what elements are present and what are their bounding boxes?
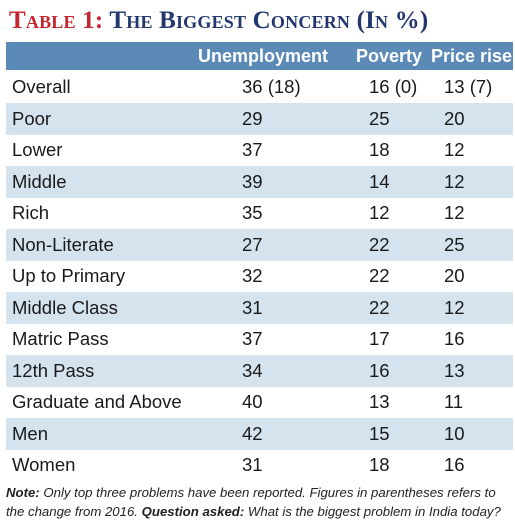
cell-poverty: 13 [369, 391, 390, 413]
cell-price-rise: 12 [444, 139, 465, 161]
cell-poverty: 14 [369, 170, 390, 192]
table-number: Table 1: [9, 7, 104, 34]
cell-unemployment: 35 [242, 202, 263, 224]
cell-price-rise: 12 [444, 202, 465, 224]
cell-price-rise: 20 [444, 265, 465, 287]
cell-price-rise: 11 [444, 391, 464, 413]
table-row: Non-Literate 27 22 25 [6, 229, 513, 261]
cell-unemployment: 42 [242, 422, 263, 444]
question-text: What is the biggest problem in India tod… [247, 504, 501, 519]
cell-price-rise: 12 [444, 296, 465, 318]
table-row: Rich 35 12 12 [6, 198, 513, 230]
row-label: Graduate and Above [12, 391, 182, 413]
cell-price-rise: 10 [444, 422, 465, 444]
question-label: Question asked: [141, 504, 245, 519]
table-title: Table 1: The Biggest Concern (In %) [9, 4, 509, 38]
table-row: 12th Pass 34 16 13 [6, 355, 513, 387]
cell-unemployment: 27 [242, 233, 263, 255]
cell-poverty: 12 [369, 202, 390, 224]
table-title-text: The Biggest Concern (In %) [109, 7, 429, 34]
table-row: Middle Class 31 22 12 [6, 292, 513, 324]
cell-price-rise: 13 [444, 359, 465, 381]
cell-poverty: 22 [369, 233, 390, 255]
row-label: Middle [12, 170, 67, 192]
note-text: Only top three problems have been report… [6, 485, 496, 519]
cell-price-rise: 16 [444, 328, 465, 350]
cell-poverty: 18 [369, 139, 390, 161]
cell-price-rise: 20 [444, 107, 465, 129]
cell-poverty: 22 [369, 265, 390, 287]
header-unemployment: Unemployment [198, 45, 329, 66]
cell-unemployment: 29 [242, 107, 263, 129]
row-label: Rich [12, 202, 50, 224]
row-label: 12th Pass [12, 359, 95, 381]
header-price-rise: Price rise [431, 45, 513, 66]
table-row: Middle 39 14 12 [6, 166, 513, 198]
row-label: Up to Primary [12, 265, 126, 287]
table-header-row: Unemployment Poverty Price rise [6, 42, 513, 70]
cell-price-rise: 13 (7) [444, 75, 493, 97]
cell-price-rise: 25 [444, 233, 465, 255]
cell-price-rise: 12 [444, 170, 465, 192]
row-label: Non-Literate [12, 233, 114, 255]
cell-unemployment: 31 [242, 296, 263, 318]
cell-price-rise: 16 [444, 454, 465, 476]
cell-poverty: 15 [369, 422, 390, 444]
cell-poverty: 25 [369, 107, 390, 129]
cell-poverty: 17 [369, 328, 390, 350]
table-row: Up to Primary 32 22 20 [6, 261, 513, 293]
header-poverty: Poverty [355, 45, 423, 66]
row-label: Poor [12, 107, 52, 129]
cell-unemployment: 36 (18) [242, 75, 301, 97]
footnote: Note: Only top three problems have been … [6, 483, 512, 521]
cell-unemployment: 40 [242, 391, 263, 413]
cell-unemployment: 32 [242, 265, 263, 287]
row-label: Matric Pass [12, 328, 109, 350]
row-label: Men [12, 422, 48, 444]
table-row: Lower 37 18 12 [6, 135, 513, 167]
cell-unemployment: 39 [242, 170, 263, 192]
cell-unemployment: 37 [242, 328, 263, 350]
cell-unemployment: 31 [242, 454, 263, 476]
table-row: Men 42 15 10 [6, 418, 513, 450]
table-row: Women 31 18 16 [6, 450, 513, 482]
table-row: Poor 29 25 20 [6, 103, 513, 135]
cell-poverty: 16 [369, 359, 390, 381]
concern-table: Unemployment Poverty Price rise Overall … [6, 42, 513, 481]
cell-poverty: 22 [369, 296, 390, 318]
cell-unemployment: 37 [242, 139, 263, 161]
row-label: Overall [12, 75, 71, 97]
cell-unemployment: 34 [242, 359, 263, 381]
table-row: Overall 36 (18) 16 (0) 13 (7) [6, 70, 513, 103]
table-row: Graduate and Above 40 13 11 [6, 387, 513, 419]
cell-poverty: 16 (0) [369, 75, 418, 97]
row-label: Lower [12, 139, 63, 161]
row-label: Women [12, 454, 76, 476]
row-label: Middle Class [12, 296, 118, 318]
note-label: Note: [6, 485, 40, 500]
table-row: Matric Pass 37 17 16 [6, 324, 513, 356]
cell-poverty: 18 [369, 454, 390, 476]
